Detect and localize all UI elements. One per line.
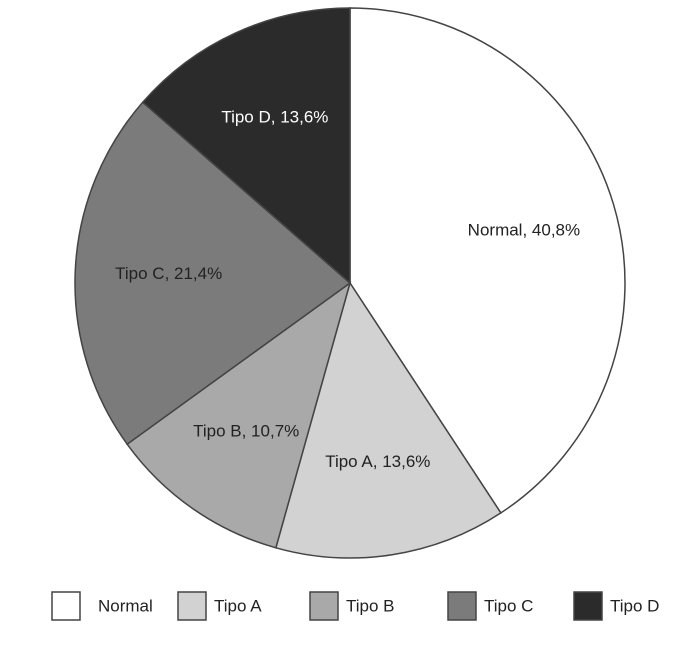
pie-slice (74, 101, 352, 446)
pie-slice (126, 281, 352, 549)
legend-swatch (573, 591, 603, 621)
legend-label: Tipo B (346, 596, 395, 615)
data-label: Tipo A, 13,6% (325, 452, 430, 471)
legend-swatch (51, 591, 81, 621)
legend-swatch (309, 591, 339, 621)
data-label: Normal, 40,8% (468, 221, 580, 240)
data-label: Tipo D, 13,6% (221, 107, 328, 126)
legend-label: Tipo D (610, 596, 659, 615)
legend-swatch (177, 591, 207, 621)
legend-swatch (447, 591, 477, 621)
pie-slice (141, 7, 351, 285)
legend-label: Tipo A (214, 596, 262, 615)
data-label: Tipo B, 10,7% (193, 421, 299, 440)
legend-label: Tipo C (484, 596, 533, 615)
data-label: Tipo C, 21,4% (115, 264, 222, 283)
pie-slice (274, 281, 502, 559)
legend-label: Normal (98, 596, 153, 615)
